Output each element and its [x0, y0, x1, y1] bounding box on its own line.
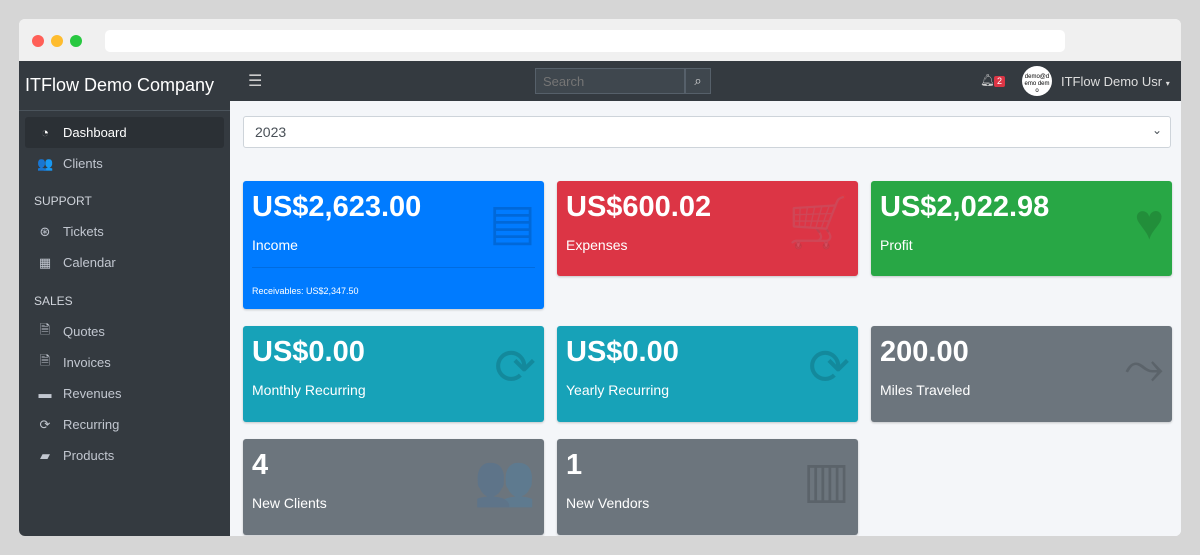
stat-card-expenses[interactable]: 🛒 US$600.02 Expenses: [557, 181, 858, 276]
stat-label: Profit: [880, 237, 913, 253]
year-select[interactable]: 2023 ⌄: [243, 116, 1171, 148]
sidebar-item-calendar[interactable]: ▦ Calendar: [25, 247, 224, 278]
dashboard-content: 2023 ⌄ ▤ US$2,623.00 Income Receivables: US$…: [230, 101, 1181, 536]
search-box: ⌕: [535, 68, 711, 94]
stat-value: US$0.00: [566, 336, 679, 368]
sidebar-item-label: Tickets: [63, 224, 104, 239]
sidebar-item-label: Recurring: [63, 417, 120, 432]
stat-value: US$600.02: [566, 191, 712, 223]
sidebar-item-tickets[interactable]: ⊛ Tickets: [25, 216, 224, 247]
stat-value: US$2,022.98: [880, 191, 1050, 223]
calendar-icon: ▦: [38, 254, 52, 270]
stat-value: US$0.00: [252, 336, 365, 368]
file-icon: 🗎: [39, 321, 51, 337]
building-icon: ▥: [802, 452, 850, 508]
sidebar-item-label: Products: [63, 448, 115, 463]
notifications[interactable]: 🔔︎ 2: [980, 73, 1006, 87]
search-input[interactable]: [535, 68, 685, 94]
minimize-dot[interactable]: [51, 35, 63, 47]
stat-card-yearly-recurring[interactable]: ⟳ US$0.00 Yearly Recurring: [557, 326, 858, 422]
chevron-down-icon: ⌄: [1151, 123, 1162, 137]
maximize-dot[interactable]: [70, 35, 82, 47]
tachometer-icon: ◔: [41, 125, 49, 140]
browser-window: ITFlow Demo Company ◔ Dashboard 👥 Clients S…: [19, 19, 1181, 536]
route-icon: ⤳: [1124, 339, 1164, 395]
sync-icon: ⟳: [494, 339, 536, 395]
box-icon: ▰: [40, 447, 50, 463]
brand-title[interactable]: ITFlow Demo Company: [19, 61, 230, 111]
sidebar-item-label: Calendar: [63, 255, 116, 270]
stat-label: Expenses: [566, 237, 628, 253]
shopping-cart-icon: 🛒: [787, 194, 850, 250]
stat-card-monthly-recurring[interactable]: ⟳ US$0.00 Monthly Recurring: [243, 326, 544, 422]
menu-toggle-icon[interactable]: ☰: [248, 73, 263, 90]
notifications-bell-icon[interactable]: 🔔︎: [980, 73, 993, 87]
avatar-text: demo@demo demo: [1024, 74, 1050, 94]
sidebar-item-clients[interactable]: 👥 Clients: [25, 148, 224, 179]
users-icon: 👥: [473, 452, 536, 508]
stat-value: 1: [566, 449, 583, 481]
sidebar-item-label: Invoices: [63, 355, 111, 370]
stat-card-profit[interactable]: ♥ US$2,022.98 Profit: [871, 181, 1172, 276]
sidebar-item-products[interactable]: ▰ Products: [25, 440, 224, 471]
sidebar-item-invoices[interactable]: 🗎 Invoices: [25, 347, 224, 378]
sidebar: ITFlow Demo Company ◔ Dashboard 👥 Clients S…: [19, 61, 230, 536]
receivables-text: Receivables: US$2,347.50: [252, 286, 359, 296]
sidebar-item-recurring[interactable]: ⟳ Recurring: [25, 409, 224, 440]
browser-titlebar: [19, 19, 1181, 61]
stat-card-new-vendors[interactable]: ▥ 1 New Vendors: [557, 439, 858, 535]
sync-icon: ⟳: [808, 339, 850, 395]
sidebar-item-label: Revenues: [63, 386, 122, 401]
notifications-badge: 2: [994, 75, 1006, 87]
address-bar[interactable]: [105, 30, 1065, 52]
card-divider: [252, 267, 535, 268]
sync-icon: ⟳: [39, 416, 51, 432]
sidebar-item-label: Quotes: [63, 324, 105, 339]
stat-card-income[interactable]: ▤ US$2,623.00 Income Receivables: US$2,347.…: [243, 181, 544, 309]
stat-value: US$2,623.00: [252, 191, 422, 223]
stat-value: 4: [252, 449, 269, 481]
user-menu[interactable]: ITFlow Demo Usr ▾: [1061, 74, 1170, 89]
support-header: SUPPORT: [34, 194, 92, 208]
top-navbar: ☰ ⌕ 🔔︎ 2 demo@demo demo ITFlow Demo Usr …: [230, 61, 1181, 101]
user-name: ITFlow Demo Usr: [1061, 74, 1163, 89]
life-ring-icon: ⊛: [39, 223, 51, 239]
credit-card-icon: ▬: [38, 386, 52, 401]
sidebar-item-revenues[interactable]: ▬ Revenues: [25, 378, 224, 409]
sidebar-item-quotes[interactable]: 🗎 Quotes: [25, 316, 224, 347]
stat-value: 200.00: [880, 336, 969, 368]
stat-label: Income: [252, 237, 298, 253]
heart-icon: ♥: [1134, 194, 1164, 250]
invoice-icon: 🗎: [39, 352, 51, 368]
search-icon[interactable]: ⌕: [685, 68, 711, 94]
year-value: 2023: [255, 124, 287, 140]
credit-card-icon: ▤: [488, 194, 536, 250]
sidebar-item-label: Clients: [63, 156, 103, 171]
stat-label: New Clients: [252, 495, 327, 511]
close-dot[interactable]: [32, 35, 44, 47]
sales-header: SALES: [34, 294, 73, 308]
stat-card-new-clients[interactable]: 👥 4 New Clients: [243, 439, 544, 535]
caret-down-icon: ▾: [1165, 79, 1170, 88]
sidebar-item-label: Dashboard: [63, 125, 127, 140]
stat-card-miles-traveled[interactable]: ⤳ 200.00 Miles Traveled: [871, 326, 1172, 422]
sidebar-item-dashboard[interactable]: ◔ Dashboard: [25, 117, 224, 148]
avatar[interactable]: demo@demo demo: [1022, 66, 1052, 96]
stat-label: Yearly Recurring: [566, 382, 669, 398]
stat-label: New Vendors: [566, 495, 650, 511]
users-icon: 👥: [37, 155, 54, 171]
stat-label: Miles Traveled: [880, 382, 971, 398]
stat-label: Monthly Recurring: [252, 382, 366, 398]
